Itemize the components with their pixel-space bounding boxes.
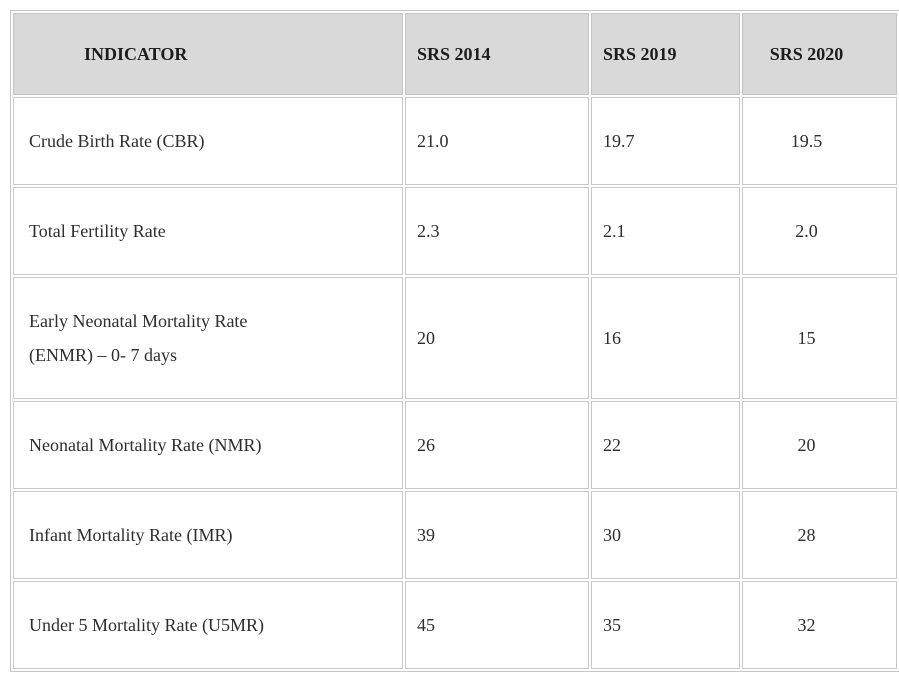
table-row: Infant Mortality Rate (IMR) 39 30 28: [13, 491, 897, 579]
srs-2019-value-cell: 19.7: [591, 97, 740, 185]
table-row: Total Fertility Rate 2.3 2.1 2.0: [13, 187, 897, 275]
srs-2020-value-cell: 28: [742, 491, 897, 579]
srs-2014-value-cell: 39: [405, 491, 589, 579]
srs-2014-value-cell: 21.0: [405, 97, 589, 185]
srs-2014-value-cell: 2.3: [405, 187, 589, 275]
srs-2019-value-cell: 30: [591, 491, 740, 579]
srs-2019-value-cell: 2.1: [591, 187, 740, 275]
indicator-cell: Neonatal Mortality Rate (NMR): [13, 401, 403, 489]
column-header-indicator: INDICATOR: [13, 13, 403, 95]
indicator-cell: Total Fertility Rate: [13, 187, 403, 275]
srs-indicators-table: INDICATOR SRS 2014 SRS 2019 SRS 2020 Cru…: [10, 10, 899, 672]
srs-2020-value-cell: 19.5: [742, 97, 897, 185]
indicator-cell: Under 5 Mortality Rate (U5MR): [13, 581, 403, 669]
header-row: INDICATOR SRS 2014 SRS 2019 SRS 2020: [13, 13, 897, 95]
column-header-srs-2019: SRS 2019: [591, 13, 740, 95]
srs-2019-value-cell: 16: [591, 277, 740, 399]
table-row: Under 5 Mortality Rate (U5MR) 45 35 32: [13, 581, 897, 669]
srs-2019-value-cell: 22: [591, 401, 740, 489]
srs-2014-value-cell: 20: [405, 277, 589, 399]
srs-2020-value-cell: 2.0: [742, 187, 897, 275]
indicator-cell: Infant Mortality Rate (IMR): [13, 491, 403, 579]
table-body: Crude Birth Rate (CBR) 21.0 19.7 19.5 To…: [13, 97, 897, 669]
table-row: Crude Birth Rate (CBR) 21.0 19.7 19.5: [13, 97, 897, 185]
column-header-srs-2014: SRS 2014: [405, 13, 589, 95]
srs-2020-value-cell: 15: [742, 277, 897, 399]
srs-2020-value-cell: 20: [742, 401, 897, 489]
table-row: Early Neonatal Mortality Rate (ENMR) – 0…: [13, 277, 897, 399]
srs-2014-value-cell: 45: [405, 581, 589, 669]
srs-2014-value-cell: 26: [405, 401, 589, 489]
indicator-cell: Crude Birth Rate (CBR): [13, 97, 403, 185]
column-header-srs-2020: SRS 2020: [742, 13, 897, 95]
indicator-cell: Early Neonatal Mortality Rate (ENMR) – 0…: [13, 277, 403, 399]
srs-2019-value-cell: 35: [591, 581, 740, 669]
srs-2020-value-cell: 32: [742, 581, 897, 669]
table-row: Neonatal Mortality Rate (NMR) 26 22 20: [13, 401, 897, 489]
